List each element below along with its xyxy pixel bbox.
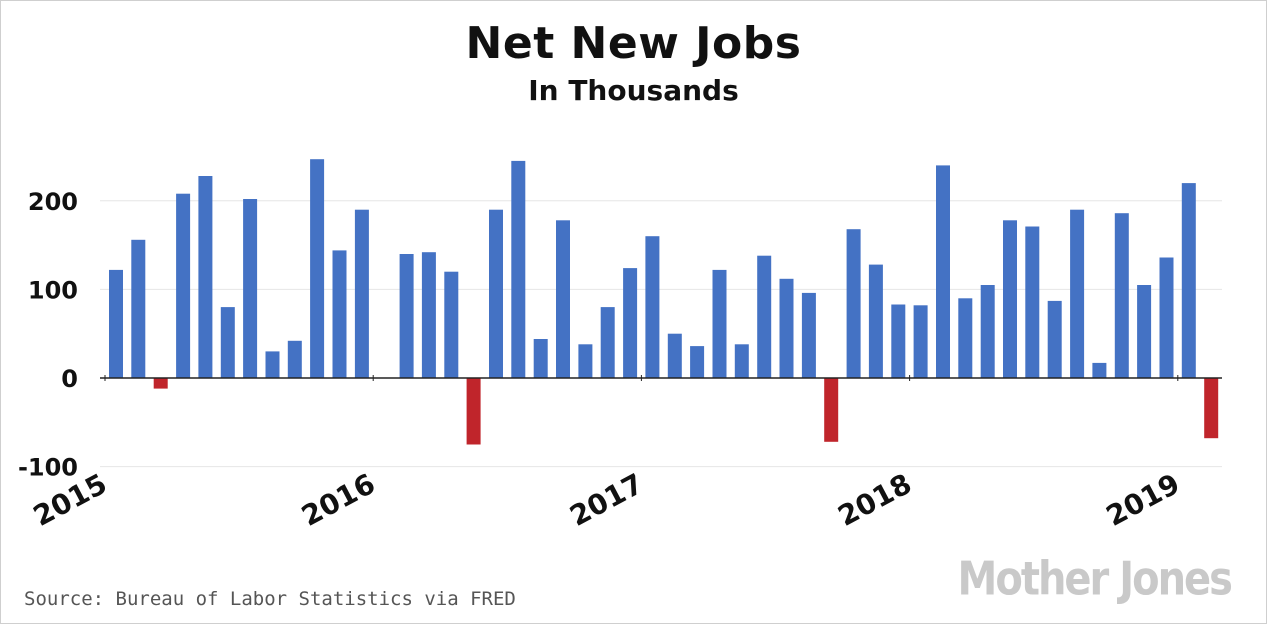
bar (712, 269, 727, 378)
bar (913, 305, 928, 378)
bar (734, 344, 749, 378)
bar (690, 346, 705, 378)
bar (667, 333, 682, 378)
bar (980, 285, 995, 378)
bar (936, 165, 950, 378)
bar (1047, 300, 1062, 378)
y-tick-label: 200 (28, 188, 78, 216)
bar (958, 298, 973, 378)
bars (109, 159, 1219, 445)
bar (1025, 226, 1040, 378)
bar (846, 229, 861, 378)
bar (1092, 362, 1107, 378)
bar (891, 304, 906, 378)
y-tick-labels: 200 100 0 -100 (18, 188, 78, 482)
bar (109, 269, 123, 378)
bar (623, 268, 638, 378)
x-axis (100, 375, 1222, 381)
bar (131, 239, 146, 378)
bar (1003, 220, 1017, 378)
bar (1070, 209, 1085, 378)
source-note: Source: Bureau of Labor Statistics via F… (24, 588, 516, 610)
bar (1137, 285, 1152, 378)
chart-title: Net New Jobs (465, 18, 802, 69)
bar (1181, 183, 1196, 378)
bar (1159, 257, 1174, 378)
bar (1204, 378, 1219, 439)
chart-subtitle: In Thousands (528, 74, 739, 107)
bar (645, 236, 660, 378)
bar (779, 278, 794, 378)
y-tick-label: 0 (61, 365, 78, 393)
bar (757, 255, 772, 378)
x-tick-label: 2016 (296, 467, 380, 533)
bar (176, 193, 191, 378)
x-tick-label: 2019 (1101, 467, 1185, 533)
bar (444, 271, 459, 378)
bar (489, 209, 503, 378)
bar (578, 344, 593, 378)
bar (466, 378, 481, 445)
bar (1114, 213, 1129, 378)
bar (332, 250, 347, 378)
x-tick-labels: 2015 2016 2017 2018 2019 (28, 467, 1185, 533)
bar (265, 351, 280, 378)
bar (868, 264, 883, 378)
bar (533, 339, 548, 378)
y-tick-label: -100 (18, 454, 78, 482)
bar (220, 307, 235, 378)
mother-jones-logo: Mother Jones (957, 553, 1233, 606)
bar (310, 159, 325, 378)
bar (600, 307, 615, 378)
y-tick-label: 100 (28, 276, 78, 304)
bar (287, 340, 302, 378)
bar (556, 220, 570, 378)
bar (511, 160, 526, 378)
bar (421, 252, 436, 378)
x-tick-label: 2017 (564, 467, 648, 533)
bar (801, 292, 816, 378)
bar (399, 254, 414, 378)
x-tick-label: 2018 (833, 467, 917, 533)
bar (243, 199, 258, 378)
bar (153, 378, 168, 389)
bar (824, 378, 839, 442)
bar (198, 176, 213, 378)
bar (354, 209, 369, 378)
